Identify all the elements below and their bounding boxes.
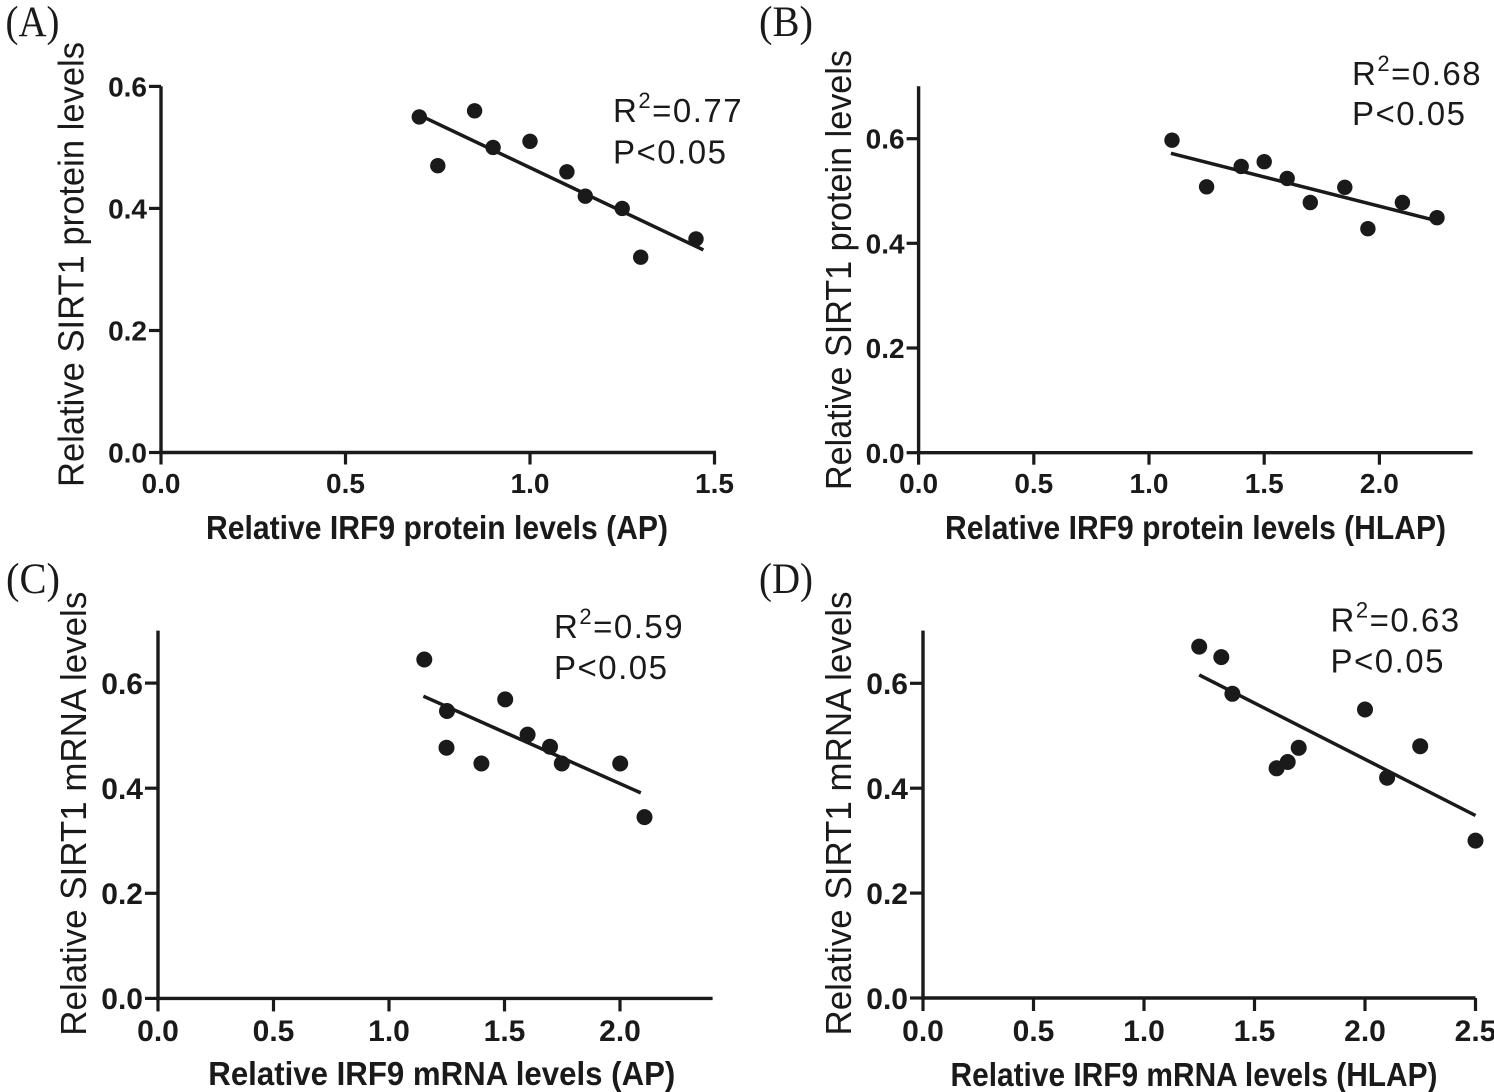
svg-text:P<0.05: P<0.05 — [554, 649, 669, 686]
svg-text:0.0: 0.0 — [899, 468, 938, 499]
svg-text:R2=0.77: R2=0.77 — [613, 88, 743, 129]
svg-text:P<0.05: P<0.05 — [613, 134, 728, 171]
svg-text:2.0: 2.0 — [599, 1015, 641, 1048]
svg-text:R2=0.63: R2=0.63 — [1331, 597, 1461, 638]
svg-text:Relative SIRT1 mRNA levels: Relative SIRT1 mRNA levels — [818, 592, 859, 1036]
svg-text:0.4: 0.4 — [108, 194, 147, 225]
svg-text:1.5: 1.5 — [1245, 468, 1284, 499]
svg-text:0.2: 0.2 — [866, 333, 905, 364]
svg-text:0.4: 0.4 — [866, 228, 905, 259]
svg-text:0.5: 0.5 — [326, 468, 365, 499]
svg-text:0.6: 0.6 — [101, 668, 143, 701]
svg-text:0.0: 0.0 — [137, 1015, 179, 1048]
svg-text:Relative SIRT1 protein levels: Relative SIRT1 protein levels — [818, 50, 859, 490]
svg-text:P<0.05: P<0.05 — [1352, 95, 1467, 132]
svg-text:1.0: 1.0 — [1123, 1015, 1165, 1048]
svg-text:1.0: 1.0 — [511, 468, 550, 499]
svg-text:0.6: 0.6 — [108, 72, 147, 103]
svg-text:0.5: 0.5 — [1014, 468, 1053, 499]
svg-text:0.6: 0.6 — [866, 124, 905, 155]
svg-text:Relative SIRT1 protein levels: Relative SIRT1 protein levels — [51, 42, 92, 487]
svg-text:(A): (A) — [6, 0, 60, 46]
svg-text:0.0: 0.0 — [101, 983, 143, 1016]
svg-text:R2=0.59: R2=0.59 — [554, 604, 684, 645]
svg-text:0.5: 0.5 — [1013, 1015, 1055, 1048]
svg-text:1.5: 1.5 — [695, 468, 734, 499]
svg-text:(D): (D) — [759, 556, 813, 603]
svg-text:Relative IRF9 mRNA levels (HLA: Relative IRF9 mRNA levels (HLAP) — [951, 1056, 1438, 1092]
svg-text:2.0: 2.0 — [1344, 1015, 1386, 1048]
svg-text:(B): (B) — [759, 0, 813, 46]
svg-text:R2=0.68: R2=0.68 — [1352, 51, 1482, 92]
svg-text:0.0: 0.0 — [142, 468, 181, 499]
svg-text:0.2: 0.2 — [101, 878, 143, 911]
svg-text:1.5: 1.5 — [1234, 1015, 1276, 1048]
svg-text:0.4: 0.4 — [866, 773, 908, 806]
svg-text:1.5: 1.5 — [484, 1015, 526, 1048]
svg-text:0.0: 0.0 — [866, 983, 908, 1016]
svg-text:0.5: 0.5 — [253, 1015, 295, 1048]
svg-text:2.0: 2.0 — [1360, 468, 1399, 499]
svg-text:1.0: 1.0 — [368, 1015, 410, 1048]
svg-text:0.6: 0.6 — [866, 668, 908, 701]
svg-text:P<0.05: P<0.05 — [1331, 643, 1446, 680]
svg-text:0.0: 0.0 — [902, 1015, 944, 1048]
svg-text:0.2: 0.2 — [866, 878, 908, 911]
svg-text:0.0: 0.0 — [108, 438, 147, 469]
svg-text:1.0: 1.0 — [1130, 468, 1169, 499]
svg-text:2.5: 2.5 — [1455, 1015, 1494, 1048]
svg-text:0.0: 0.0 — [866, 438, 905, 469]
svg-text:(C): (C) — [6, 556, 60, 603]
svg-text:Relative IRF9 mRNA levels (AP): Relative IRF9 mRNA levels (AP) — [208, 1055, 675, 1092]
svg-text:0.4: 0.4 — [101, 773, 143, 806]
svg-text:Relative SIRT1 mRNA levels: Relative SIRT1 mRNA levels — [53, 592, 94, 1036]
svg-text:Relative IRF9 protein levels (: Relative IRF9 protein levels (AP) — [206, 509, 668, 546]
svg-text:Relative IRF9 protein levels (: Relative IRF9 protein levels (HLAP) — [945, 509, 1446, 546]
svg-text:0.2: 0.2 — [108, 316, 147, 347]
